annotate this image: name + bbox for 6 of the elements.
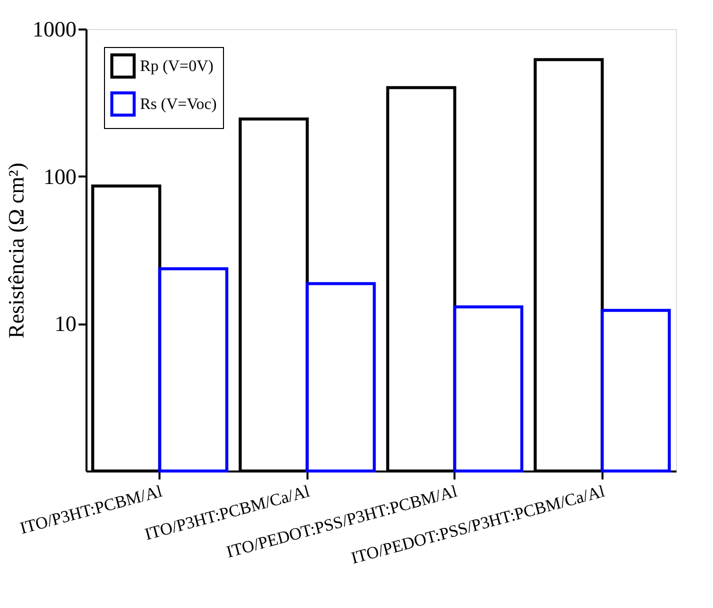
legend-label: Rp (V=0V) xyxy=(140,58,214,75)
y-tick-label: 10 xyxy=(54,311,76,336)
legend-label: Rs (V=Voc) xyxy=(140,96,217,113)
y-axis-title: Resistência (Ω cm²) xyxy=(4,162,28,338)
y-tick-label: 100 xyxy=(44,164,76,189)
y-tick-label: 1000 xyxy=(32,16,76,42)
